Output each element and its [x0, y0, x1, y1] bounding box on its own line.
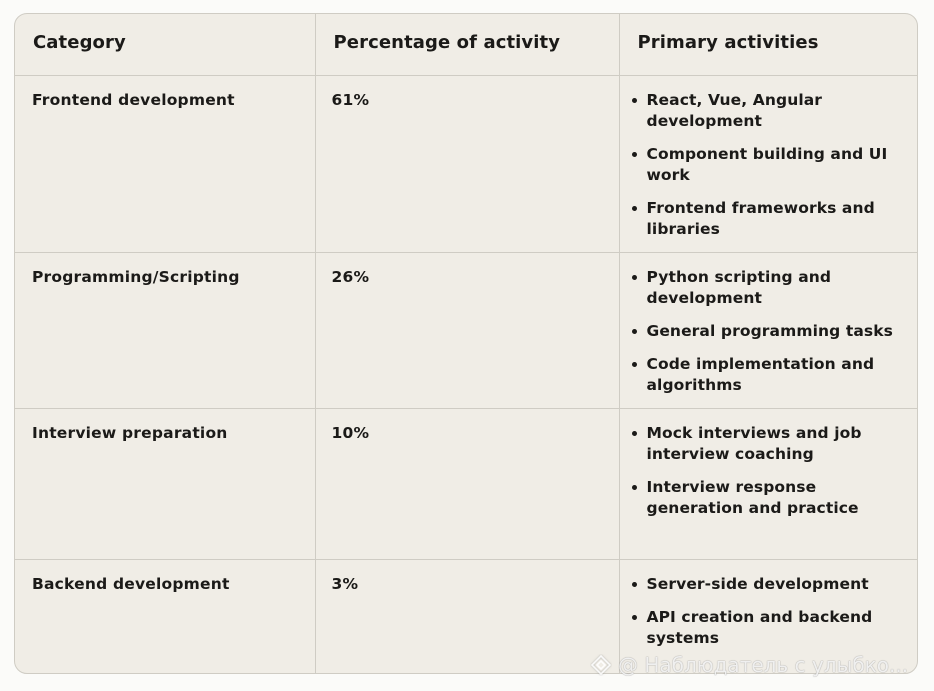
category-cell: Frontend development	[15, 75, 316, 253]
category-cell: Interview preparation	[15, 408, 316, 560]
bullet-icon	[631, 484, 637, 490]
percentage-cell: 3%	[315, 559, 620, 673]
percentage-cell: 26%	[315, 252, 620, 409]
category-cell: Backend development	[15, 559, 316, 673]
activity-text: General programming tasks	[646, 321, 893, 340]
activity-text: Python scripting and development	[646, 267, 832, 307]
activities-list: Python scripting and development General…	[631, 267, 916, 396]
activity-item: React, Vue, Angular development	[631, 90, 916, 132]
activity-item: Python scripting and development	[631, 267, 916, 309]
bullet-icon	[631, 328, 637, 334]
activity-item: API creation and backend systems	[631, 607, 916, 649]
diamond-logo-icon	[590, 654, 612, 676]
activities-cell: Python scripting and development General…	[619, 252, 917, 409]
header-category: Category	[15, 14, 316, 76]
header-primary-activities: Primary activities	[619, 14, 917, 76]
bullet-icon	[631, 274, 637, 280]
activity-text: React, Vue, Angular development	[646, 90, 823, 130]
header-row: Category Percentage of activity Primary …	[15, 14, 917, 76]
table-row: Backend development 3% Server-side devel…	[15, 559, 917, 673]
bullet-icon	[631, 151, 637, 157]
table-row: Programming/Scripting 26% Python scripti…	[15, 252, 917, 409]
activity-item: General programming tasks	[631, 321, 916, 342]
activity-text: API creation and backend systems	[646, 607, 873, 647]
activity-text: Component building and UI work	[646, 144, 888, 184]
bullet-icon	[631, 430, 637, 436]
watermark: @ Наблюдатель с улыбко...	[590, 650, 930, 680]
activities-list: Server-side development API creation and…	[631, 574, 916, 649]
activity-item: Mock interviews and job interview coachi…	[631, 423, 916, 465]
activity-item: Component building and UI work	[631, 144, 916, 186]
activity-item: Interview response generation and practi…	[631, 477, 916, 519]
activity-table: Category Percentage of activity Primary …	[15, 14, 917, 673]
bullet-icon	[631, 581, 637, 587]
percentage-cell: 10%	[315, 408, 620, 560]
percentage-cell: 61%	[315, 75, 620, 253]
activity-item: Frontend frameworks and libraries	[631, 198, 916, 240]
activity-text: Frontend frameworks and libraries	[646, 198, 875, 238]
activity-table-card: Category Percentage of activity Primary …	[14, 13, 918, 674]
activities-cell: React, Vue, Angular development Componen…	[619, 75, 917, 253]
bullet-icon	[631, 614, 637, 620]
activities-cell: Mock interviews and job interview coachi…	[619, 408, 917, 560]
activity-item: Code implementation and algorithms	[631, 354, 916, 396]
activity-item: Server-side development	[631, 574, 916, 595]
activity-text: Mock interviews and job interview coachi…	[646, 423, 862, 463]
category-cell: Programming/Scripting	[15, 252, 316, 409]
table-header: Category Percentage of activity Primary …	[15, 14, 917, 76]
bullet-icon	[631, 97, 637, 103]
activity-text: Interview response generation and practi…	[646, 477, 859, 517]
table-row: Interview preparation 10% Mock interview…	[15, 408, 917, 560]
bullet-icon	[631, 361, 637, 367]
activities-list: React, Vue, Angular development Componen…	[631, 90, 916, 240]
activity-text: Code implementation and algorithms	[646, 354, 875, 394]
header-percentage: Percentage of activity	[315, 14, 620, 76]
table-body: Frontend development 61% React, Vue, Ang…	[15, 75, 917, 673]
bullet-icon	[631, 205, 637, 211]
table-row: Frontend development 61% React, Vue, Ang…	[15, 75, 917, 253]
activities-cell: Server-side development API creation and…	[619, 559, 917, 673]
activities-list: Mock interviews and job interview coachi…	[631, 423, 916, 519]
activity-text: Server-side development	[646, 574, 869, 593]
watermark-text: @ Наблюдатель с улыбко...	[618, 653, 909, 677]
